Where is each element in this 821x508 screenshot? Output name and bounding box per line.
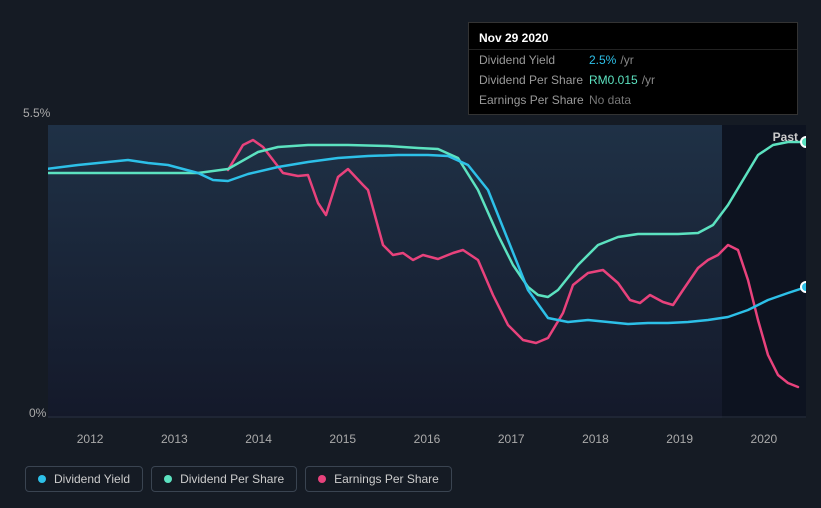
legend-item-label: Dividend Per Share [180, 472, 284, 486]
yaxis-top-label: 5.5% [23, 106, 50, 120]
chart-tooltip: Nov 29 2020 Dividend Yield2.5%/yrDividen… [468, 22, 798, 115]
legend-item-label: Dividend Yield [54, 472, 130, 486]
xaxis-tick-label: 2014 [245, 432, 272, 446]
legend-item[interactable]: Dividend Per Share [151, 466, 297, 492]
chart-legend: Dividend Yield Dividend Per Share Earnings… [25, 466, 452, 492]
legend-dot-icon [38, 475, 46, 483]
legend-dot-icon [318, 475, 326, 483]
tooltip-row: Earnings Per ShareNo data [469, 90, 797, 110]
xaxis-tick-label: 2018 [582, 432, 609, 446]
legend-item[interactable]: Dividend Yield [25, 466, 143, 492]
xaxis-tick-label: 2019 [666, 432, 693, 446]
chart-plot-area [48, 125, 806, 418]
legend-item-label: Earnings Per Share [334, 472, 439, 486]
xaxis-tick-label: 2012 [77, 432, 104, 446]
tooltip-row-value: No data [589, 91, 631, 109]
tooltip-date: Nov 29 2020 [469, 27, 797, 50]
tooltip-row-value: RM0.015 [589, 71, 638, 89]
xaxis-tick-label: 2016 [414, 432, 441, 446]
past-label: Past [773, 130, 798, 144]
tooltip-row-label: Earnings Per Share [479, 91, 589, 109]
xaxis-tick-label: 2013 [161, 432, 188, 446]
tooltip-row-suffix: /yr [620, 51, 633, 69]
legend-dot-icon [164, 475, 172, 483]
yaxis-bottom-label: 0% [29, 406, 46, 420]
tooltip-row: Dividend Yield2.5% /yr [469, 50, 797, 70]
legend-item[interactable]: Earnings Per Share [305, 466, 452, 492]
series-marker-dividend_yield [801, 282, 806, 292]
tooltip-row: Dividend Per ShareRM0.015/yr [469, 70, 797, 90]
tooltip-row-label: Dividend Yield [479, 51, 589, 69]
xaxis-tick-label: 2017 [498, 432, 525, 446]
series-marker-dividend_per_share [801, 137, 806, 147]
tooltip-row-label: Dividend Per Share [479, 71, 589, 89]
tooltip-row-value: 2.5% [589, 51, 616, 69]
xaxis-tick-label: 2020 [751, 432, 778, 446]
tooltip-row-suffix: /yr [642, 71, 655, 89]
xaxis-tick-label: 2015 [329, 432, 356, 446]
